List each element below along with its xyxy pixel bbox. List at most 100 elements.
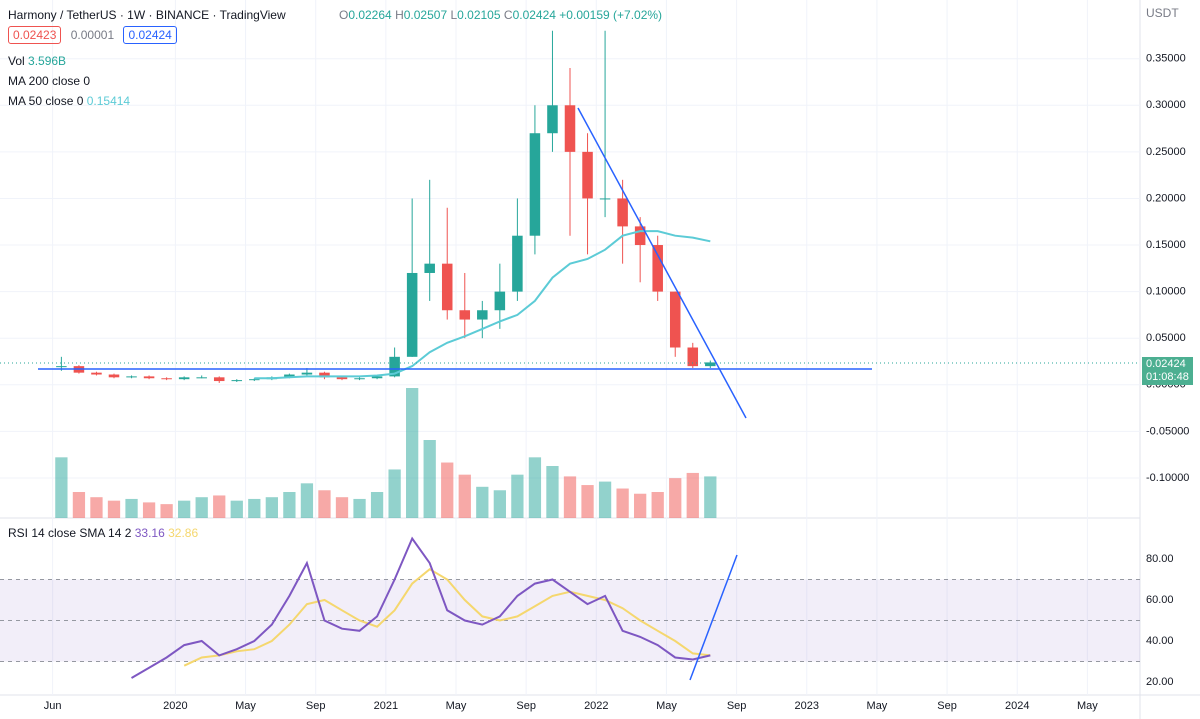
y-tick-label: 0.30000 <box>1146 99 1186 111</box>
candle-body <box>231 380 243 382</box>
volume-bar <box>651 492 664 518</box>
candle-body <box>652 245 663 292</box>
volume-bar <box>581 485 594 518</box>
spread: 0.00001 <box>70 28 115 42</box>
volume-bar <box>213 495 226 518</box>
ma50-legend: MA 50 close 0 0.15414 <box>8 94 130 108</box>
candle-body <box>512 235 523 292</box>
y-tick-label: 0.15000 <box>1146 239 1186 251</box>
volume-bar <box>300 483 314 518</box>
candle-body <box>336 377 348 380</box>
volume-bar <box>493 490 506 518</box>
volume-bar <box>265 497 278 518</box>
x-tick-label: Sep <box>306 700 326 712</box>
x-tick-label: May <box>867 700 888 712</box>
countdown: 01:08:48 <box>1146 371 1189 383</box>
volume-bar <box>704 476 717 518</box>
candle-body <box>687 347 699 367</box>
y-tick-label: -0.10000 <box>1146 472 1189 484</box>
rsi-line <box>130 536 711 679</box>
y-tick-label: 0.10000 <box>1146 286 1186 298</box>
candle-body <box>669 291 681 348</box>
label: RSI 14 close SMA 14 2 <box>8 526 132 540</box>
volume-bar <box>125 498 138 518</box>
volume-bar <box>72 492 86 518</box>
x-tick-label: 2023 <box>795 700 819 712</box>
volume-bar <box>476 486 489 518</box>
x-tick-label: 2020 <box>163 700 187 712</box>
candle-body <box>705 362 716 367</box>
candle-body <box>196 377 207 379</box>
volume-bar <box>563 476 577 518</box>
y-tick-label: 0.35000 <box>1146 53 1186 65</box>
value: 3.596B <box>28 54 67 68</box>
candle-body <box>126 376 137 378</box>
x-tick-label: May <box>1077 700 1098 712</box>
candle-body <box>161 378 172 380</box>
x-tick-label: May <box>446 700 467 712</box>
volume-bar <box>528 457 542 518</box>
ohlc-value: 0.02507 <box>403 8 448 22</box>
volume-bar <box>142 502 156 518</box>
y-tick-label: 80.00 <box>1146 553 1174 565</box>
x-tick-label: Sep <box>937 700 957 712</box>
x-tick-label: Sep <box>727 700 747 712</box>
ohlc: O0.02264 H0.02507 L0.02105 C0.02424 <box>339 8 559 22</box>
candle-body <box>389 356 400 377</box>
rsi-sma-line <box>183 567 711 667</box>
currency[interactable]: USDT <box>1146 6 1179 20</box>
volume-bar <box>441 462 454 518</box>
bid-ask: 0.02423 0.00001 0.02424 <box>8 26 177 44</box>
candle-body <box>301 372 313 375</box>
ma50-line <box>254 230 711 380</box>
value: 32.86 <box>168 526 199 540</box>
y-tick-label: -0.05000 <box>1146 425 1189 437</box>
ohlc-value: 0.02105 <box>457 8 501 22</box>
volume-bar <box>616 488 629 518</box>
ask[interactable]: 0.02424 <box>123 26 177 44</box>
rsi-trend-line <box>689 554 738 681</box>
candle-body <box>406 272 418 357</box>
volume-bar <box>230 500 243 518</box>
candle-body <box>617 198 628 227</box>
candle-body <box>56 366 67 368</box>
y-tick-label: 0.05000 <box>1146 332 1186 344</box>
volume-bar <box>335 497 349 518</box>
volume-bar <box>511 474 524 518</box>
volume-bar <box>283 492 296 518</box>
label: Vol <box>8 54 25 68</box>
candle-body <box>178 377 190 380</box>
candle-body <box>319 372 330 378</box>
ohlc-value: 0.02424 <box>512 8 556 22</box>
symbol[interactable]: Harmony / TetherUS · 1W · BINANCE · Trad… <box>8 8 286 22</box>
volume-bar <box>634 493 647 518</box>
y-tick-label: 0.20000 <box>1146 192 1186 204</box>
x-tick-label: 2024 <box>1005 700 1029 712</box>
vol-legend: Vol 3.596B <box>8 54 66 68</box>
volume-bar <box>55 457 68 518</box>
legend: Harmony / TetherUS · 1W · BINANCE · Trad… <box>8 8 662 22</box>
x-tick-label: May <box>656 700 677 712</box>
volume-bar <box>248 498 261 518</box>
bid[interactable]: 0.02423 <box>8 26 62 44</box>
candle-body <box>582 151 593 199</box>
volume-bar <box>406 388 419 518</box>
ohlc-value: 0.02264 <box>348 8 392 22</box>
x-tick-label: May <box>235 700 256 712</box>
volume-bar <box>598 481 612 518</box>
volume-bar <box>458 474 471 518</box>
label: MA 200 close 0 <box>8 74 91 88</box>
candle-body <box>547 105 558 134</box>
x-tick-label: 2021 <box>374 700 398 712</box>
volume-bar <box>546 466 559 518</box>
volume-bar <box>669 478 682 518</box>
price: 0.02424 <box>1146 358 1186 370</box>
volume-bar <box>178 500 191 518</box>
candle-body <box>529 133 541 236</box>
label: MA 50 close 0 <box>8 94 84 108</box>
volume-bar <box>370 492 384 518</box>
volume-bar <box>318 490 331 518</box>
change: +0.00159 (+7.02%) <box>559 8 663 22</box>
rsi-legend: RSI 14 close SMA 14 2 33.16 32.86 <box>8 526 198 540</box>
x-tick-label: Sep <box>516 700 536 712</box>
